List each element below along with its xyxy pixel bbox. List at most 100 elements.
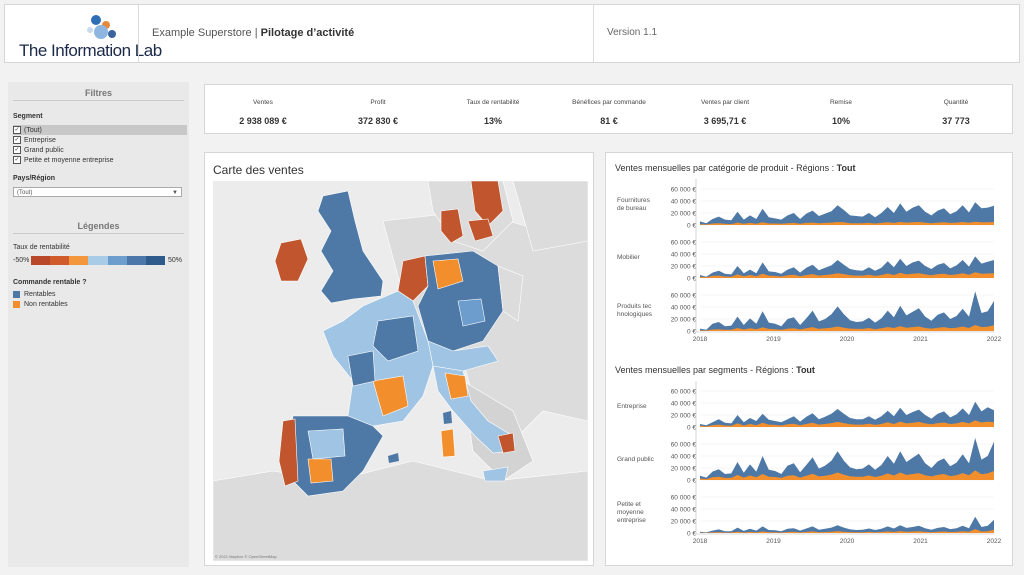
area-rentables[interactable] bbox=[700, 291, 994, 331]
orange-swatch-icon bbox=[13, 300, 20, 308]
profit-scale-step bbox=[69, 256, 89, 265]
x-tick-label: 2020 bbox=[840, 538, 855, 545]
area-rentables[interactable] bbox=[700, 516, 994, 533]
area-rentables[interactable] bbox=[700, 401, 994, 427]
legend-item-non-rentables: Non rentables bbox=[13, 299, 187, 309]
y-tick-label: 0 € bbox=[687, 223, 696, 230]
kpi-benefices-commande: Bénéfices par commande 81 € bbox=[551, 85, 667, 126]
sales-map[interactable]: © 2021 Mapbox © OpenStreetMap bbox=[213, 181, 588, 561]
x-tick-label: 2022 bbox=[987, 336, 1002, 343]
kpi-value: 81 € bbox=[600, 116, 618, 126]
kpi-strip: Ventes 2 938 089 € Profit 372 830 € Taux d… bbox=[204, 84, 1013, 134]
europe-map-graphic[interactable] bbox=[213, 181, 588, 561]
segment-option-entreprise[interactable]: ✓ Entreprise bbox=[13, 135, 187, 145]
segment-option-label: (Tout) bbox=[24, 126, 42, 134]
kpi-remise: Remise 10% bbox=[783, 85, 899, 126]
map-title: Carte des ventes bbox=[213, 163, 304, 177]
y-tick-label: 40 000 € bbox=[671, 305, 697, 312]
y-tick-label: 40 000 € bbox=[671, 252, 697, 259]
checkbox-checked-icon[interactable]: ✓ bbox=[13, 146, 21, 154]
area-non-rentables[interactable] bbox=[700, 529, 994, 533]
chevron-down-icon[interactable]: ▼ bbox=[172, 190, 178, 196]
profit-min-label: -50% bbox=[13, 257, 30, 264]
y-tick-label: 60 000 € bbox=[671, 293, 697, 300]
segment-title-text: Ventes mensuelles par segments - Régions… bbox=[615, 365, 797, 375]
area-charts-svg[interactable]: 60 000 € 40 000 € 20 000 € 0 € Fournituresde… bbox=[606, 153, 1014, 567]
logo-circles-icon bbox=[87, 15, 116, 39]
y-tick-label: 60 000 € bbox=[671, 187, 697, 194]
row-label: hnologiques bbox=[617, 311, 653, 318]
y-tick-label: 40 000 € bbox=[671, 507, 697, 514]
row-label: Petite et bbox=[617, 501, 641, 508]
area-rentables[interactable] bbox=[700, 438, 994, 480]
country-filter-label: Pays/Région bbox=[13, 175, 56, 182]
segment-option-label: Grand public bbox=[24, 146, 64, 154]
x-tick-label: 2020 bbox=[840, 336, 855, 343]
y-tick-label: 20 000 € bbox=[671, 211, 697, 218]
segment-option-all[interactable]: ✓ (Tout) bbox=[13, 125, 187, 135]
version-label: Version 1.1 bbox=[607, 27, 658, 38]
y-tick-label: 0 € bbox=[687, 531, 696, 538]
area-non-rentables[interactable] bbox=[700, 272, 994, 278]
blue-swatch-icon bbox=[13, 290, 20, 298]
kpi-value: 372 830 € bbox=[357, 116, 399, 126]
area-rentables[interactable] bbox=[700, 202, 994, 225]
sales-map-panel: Carte des ventes bbox=[204, 152, 594, 566]
kpi-label: Profit bbox=[370, 99, 386, 106]
area-non-rentables[interactable] bbox=[700, 221, 994, 225]
x-tick-label: 2018 bbox=[693, 336, 708, 343]
profit-scale-step bbox=[126, 256, 146, 265]
area-non-rentables[interactable] bbox=[700, 420, 994, 427]
x-tick-label: 2021 bbox=[913, 336, 928, 343]
category-title-text: Ventes mensuelles par catégorie de produ… bbox=[615, 163, 837, 173]
legend-item-rentables: Rentables bbox=[13, 289, 187, 299]
kpi-taux-rentabilite: Taux de rentabilité 13% bbox=[435, 85, 551, 126]
country-dropdown[interactable]: (Tout) ▼ bbox=[13, 187, 182, 197]
kpi-label: Ventes par client bbox=[700, 99, 750, 106]
row-label: Produits tec bbox=[617, 303, 652, 310]
divider bbox=[13, 233, 184, 234]
dashboard-header: The Information Lab Example Superstore |… bbox=[4, 4, 1020, 63]
area-non-rentables[interactable] bbox=[700, 325, 994, 331]
checkbox-checked-icon[interactable]: ✓ bbox=[13, 156, 21, 164]
filters-title: Filtres bbox=[84, 88, 112, 98]
kpi-label: Taux de rentabilité bbox=[466, 99, 520, 106]
row-label: moyenne bbox=[617, 509, 644, 516]
legend-item-label: Rentables bbox=[24, 290, 56, 298]
kpi-label: Bénéfices par commande bbox=[572, 99, 646, 106]
y-tick-label: 20 000 € bbox=[671, 264, 697, 271]
segment-title-region: Tout bbox=[796, 365, 815, 375]
row-label: Fournitures bbox=[617, 197, 651, 204]
y-tick-label: 0 € bbox=[687, 478, 696, 485]
area-rentables[interactable] bbox=[700, 256, 994, 278]
divider bbox=[13, 100, 184, 101]
segment-option-grand-public[interactable]: ✓ Grand public bbox=[13, 145, 187, 155]
y-tick-label: 40 000 € bbox=[671, 454, 697, 461]
y-tick-label: 60 000 € bbox=[671, 240, 697, 247]
segment-option-pme[interactable]: ✓ Petite et moyenne entreprise bbox=[13, 155, 187, 165]
x-tick-label: 2019 bbox=[766, 538, 781, 545]
monthly-sales-panel: Ventes mensuelles par catégorie de produ… bbox=[605, 152, 1013, 566]
kpi-quantite: Quantité 37 773 bbox=[898, 85, 1014, 126]
y-tick-label: 40 000 € bbox=[671, 199, 697, 206]
row-label: de bureau bbox=[617, 205, 647, 212]
legend-item-label: Non rentables bbox=[24, 300, 68, 308]
profit-scale-step bbox=[145, 256, 165, 265]
y-tick-label: 20 000 € bbox=[671, 466, 697, 473]
area-non-rentables[interactable] bbox=[700, 470, 994, 480]
y-tick-label: 20 000 € bbox=[671, 413, 697, 420]
filters-sidebar: Filtres Segment ✓ (Tout) ✓ Entreprise ✓ Gra… bbox=[8, 82, 189, 567]
header-divider bbox=[593, 5, 594, 62]
segment-option-label: Entreprise bbox=[24, 136, 56, 144]
checkbox-checked-icon[interactable]: ✓ bbox=[13, 136, 21, 144]
row-label: entreprise bbox=[617, 517, 646, 524]
y-tick-label: 20 000 € bbox=[671, 519, 697, 526]
row-label: Grand public bbox=[617, 456, 655, 463]
kpi-ventes-client: Ventes par client 3 695,71 € bbox=[667, 85, 783, 126]
kpi-label: Quantité bbox=[943, 99, 969, 106]
profit-scale-step bbox=[88, 256, 108, 265]
x-tick-label: 2018 bbox=[693, 538, 708, 545]
x-tick-label: 2019 bbox=[766, 336, 781, 343]
segment-option-label: Petite et moyenne entreprise bbox=[24, 156, 114, 164]
checkbox-checked-icon[interactable]: ✓ bbox=[13, 126, 21, 134]
